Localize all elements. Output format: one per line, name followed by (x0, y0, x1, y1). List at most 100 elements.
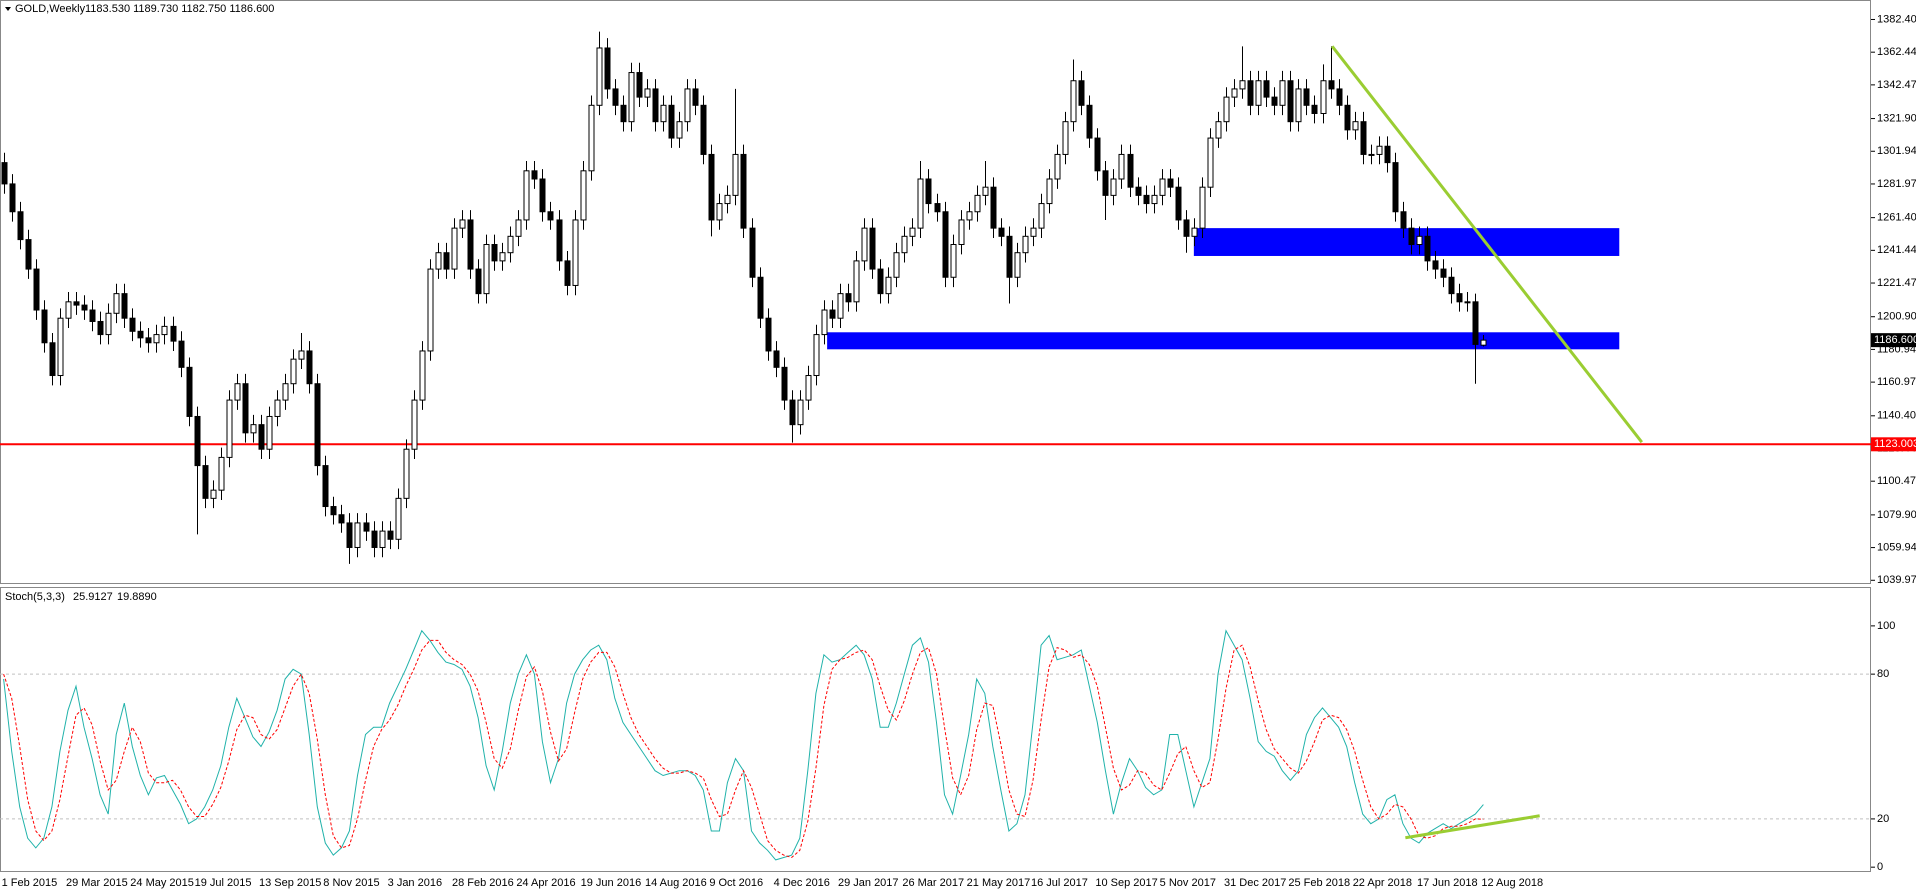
x-tick-label: 10 Sep 2017 (1095, 877, 1157, 889)
x-tick-label: 9 Oct 2016 (709, 877, 763, 889)
candle-body (861, 227, 868, 262)
candle-body (1392, 162, 1399, 213)
candle-body (805, 375, 812, 401)
y-tick-label: 1261.405 (1877, 212, 1916, 224)
candle-body (1038, 203, 1045, 229)
candle-body (41, 309, 48, 344)
stoch-line (3, 629, 1484, 861)
x-tick-label: 19 Jun 2016 (581, 877, 642, 889)
candle-body (1127, 153, 1134, 188)
x-tick-label: 28 Feb 2016 (452, 877, 514, 889)
candle-body (483, 244, 490, 295)
candle-body (113, 293, 120, 314)
x-tick-label: 12 Aug 2018 (1481, 877, 1543, 889)
candle-body (749, 227, 756, 278)
candle-body (942, 211, 949, 278)
candle-body (346, 522, 353, 548)
candle-body (684, 88, 691, 123)
candle-body (1303, 88, 1310, 106)
candle-body (371, 530, 378, 548)
candle-body (974, 194, 981, 213)
candle-body (1183, 219, 1190, 237)
candle-body (210, 489, 217, 499)
y-tick-label: 1140.405 (1877, 410, 1916, 422)
y-tick-label: 1079.905 (1877, 509, 1916, 521)
candle-body (1432, 260, 1439, 270)
candle-body (395, 497, 402, 540)
candle-body (170, 325, 177, 342)
candle-body (934, 203, 941, 213)
stoch-line (3, 639, 1484, 859)
candle-body (1320, 80, 1327, 114)
candle-body (1336, 88, 1343, 106)
candle-body (901, 235, 908, 254)
y-tick-label: 1382.405 (1877, 13, 1916, 25)
candle-body (379, 530, 386, 548)
candle-body (451, 227, 458, 270)
candle-body (161, 325, 168, 336)
candle-body (1440, 268, 1447, 278)
x-tick-label: 17 Jun 2018 (1417, 877, 1478, 889)
candle-body (338, 514, 345, 524)
chart-title: GOLD,Weekly (15, 3, 86, 15)
candle-body (1118, 153, 1125, 180)
candle-body (274, 399, 281, 417)
candle-body (547, 211, 554, 221)
candle-body (306, 350, 313, 385)
candle-body (1062, 121, 1069, 155)
candle-body (1408, 227, 1415, 246)
candle-body (242, 383, 249, 434)
candle-body (1030, 227, 1037, 237)
candle-body (877, 268, 884, 295)
candle-body (330, 506, 337, 516)
candle-body (507, 235, 514, 254)
support-zone (827, 332, 1620, 350)
candle-body (789, 399, 796, 426)
indicator-title: Stoch(5,3,3) (5, 591, 65, 603)
candle-body (129, 317, 136, 332)
x-tick-label: 3 Jan 2016 (388, 877, 442, 889)
y-tick-label: 0 (1877, 861, 1883, 873)
candle-body (1360, 121, 1367, 155)
indicator-main-value: 25.9127 (73, 591, 113, 603)
y-tick-label: 1039.975 (1877, 574, 1916, 586)
x-tick-label: 25 Feb 2018 (1288, 877, 1350, 889)
candle-body (403, 448, 410, 499)
candle-body (467, 219, 474, 270)
candle-body (49, 342, 56, 377)
candle-body (676, 121, 683, 139)
candle-body (716, 203, 723, 221)
x-tick-label: 24 Apr 2016 (516, 877, 575, 889)
y-tick-label: 1221.475 (1877, 277, 1916, 289)
candle-body (1086, 104, 1093, 139)
candle-body (523, 170, 530, 221)
candle-body (990, 186, 997, 229)
y-tick-label: 1100.475 (1877, 475, 1916, 487)
candle-body (1480, 339, 1487, 346)
candle-body (596, 47, 603, 106)
candle-body (724, 194, 731, 205)
candle-body (1456, 293, 1463, 303)
candle-body (137, 330, 144, 339)
candle-body (1046, 178, 1053, 205)
candle-body (1078, 80, 1085, 106)
candle-body (1464, 301, 1471, 304)
candle-body (411, 399, 418, 450)
candle-body (909, 227, 916, 237)
candle-body (644, 88, 651, 98)
candle-body (837, 293, 844, 319)
x-tick-label: 1 Feb 2015 (2, 877, 58, 889)
candle-body (9, 183, 16, 213)
candle-body (419, 350, 426, 401)
candle-body (153, 334, 160, 344)
candle-body (1400, 211, 1407, 229)
candle-body (250, 424, 257, 434)
candle-body (829, 309, 836, 319)
x-tick-label: 24 May 2015 (130, 877, 194, 889)
candle-body (298, 350, 305, 360)
candle-body (1167, 178, 1174, 188)
x-tick-label: 22 Apr 2018 (1353, 877, 1412, 889)
candle-body (234, 383, 241, 401)
candle-body (89, 309, 96, 322)
